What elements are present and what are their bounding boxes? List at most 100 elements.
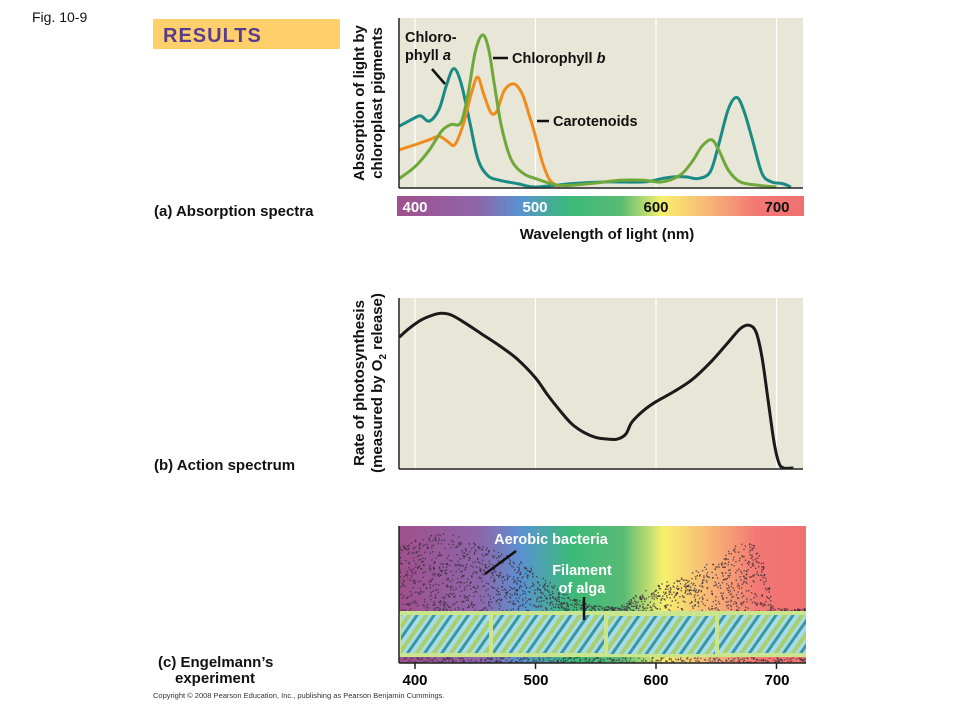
bacterium-dot — [726, 660, 728, 662]
bacterium-dot — [653, 595, 655, 598]
bacterium-dot — [528, 661, 530, 663]
bacterium-dot — [536, 576, 538, 578]
bacterium-dot — [498, 608, 501, 610]
bacterium-dot — [407, 604, 409, 606]
bacterium-dot — [772, 605, 774, 608]
bacterium-dot — [468, 559, 470, 561]
bacterium-dot — [438, 554, 440, 556]
bacterium-dot — [575, 599, 578, 601]
bacterium-dot — [537, 597, 539, 599]
bacterium-dot — [738, 585, 740, 587]
bacterium-dot — [542, 658, 545, 660]
bacterium-dot — [439, 534, 441, 537]
bacterium-dot — [744, 577, 746, 580]
bacterium-dot — [408, 551, 410, 554]
bacterium-dot — [741, 583, 744, 585]
bacterium-dot — [691, 605, 694, 608]
bacterium-dot — [452, 544, 454, 546]
bacterium-dot — [616, 607, 618, 609]
bacterium-dot — [424, 598, 426, 601]
bacterium-dot — [676, 580, 679, 583]
bacterium-dot — [703, 576, 705, 579]
bacterium-dot — [493, 587, 496, 589]
bacterium-dot — [470, 565, 473, 567]
bacterium-dot — [725, 562, 727, 564]
bacterium-dot — [506, 555, 508, 557]
bacterium-dot — [431, 578, 433, 580]
bacterium-dot — [804, 609, 806, 611]
bacterium-dot — [657, 595, 659, 597]
bacterium-dot — [470, 581, 472, 584]
bacterium-dot — [407, 548, 409, 551]
bacterium-dot — [520, 562, 523, 564]
bacterium-dot — [496, 659, 498, 661]
bacterium-dot — [430, 659, 432, 661]
aerobic-bacteria-label: Aerobic bacteria — [494, 532, 609, 548]
bacterium-dot — [557, 604, 560, 606]
bacterium-dot — [756, 658, 758, 660]
bacterium-dot — [605, 609, 608, 611]
bacterium-dot — [801, 658, 803, 660]
bacterium-dot — [611, 660, 613, 662]
bacterium-dot — [460, 660, 462, 662]
bacterium-dot — [433, 568, 435, 570]
bacterium-dot — [572, 609, 575, 611]
bacterium-dot — [543, 659, 545, 661]
bacterium-dot — [512, 600, 515, 602]
bacterium-dot — [494, 579, 496, 581]
bacterium-dot — [684, 579, 686, 581]
bacterium-dot — [492, 575, 494, 577]
bacterium-dot — [733, 556, 735, 559]
bacterium-dot — [693, 587, 696, 590]
filament-label-line1: Filament — [552, 563, 612, 579]
bacterium-dot — [412, 601, 414, 603]
bacterium-dot — [691, 572, 694, 574]
bacterium-dot — [460, 576, 463, 578]
bacterium-dot — [623, 609, 626, 611]
bacterium-dot — [399, 546, 401, 549]
bacterium-dot — [734, 545, 737, 547]
bacterium-dot — [530, 598, 532, 600]
bacterium-dot — [544, 580, 547, 582]
bacterium-dot — [738, 551, 740, 553]
bacterium-dot — [406, 603, 408, 605]
bacterium-dot — [622, 608, 624, 611]
bacterium-dot — [774, 660, 777, 662]
bacterium-dot — [723, 566, 725, 568]
bacterium-dot — [506, 574, 508, 576]
bacterium-dot — [520, 581, 522, 583]
bacterium-dot — [552, 596, 554, 598]
bacterium-dot — [563, 607, 565, 609]
bacterium-dot — [725, 572, 727, 574]
bacterium-dot — [430, 598, 432, 601]
bacterium-dot — [653, 598, 655, 600]
bacterium-dot — [735, 594, 738, 596]
bacterium-dot — [418, 555, 420, 557]
bacterium-dot — [440, 601, 442, 603]
bacterium-dot — [492, 571, 495, 574]
bacterium-dot — [455, 565, 457, 567]
bacterium-dot — [452, 579, 454, 581]
bacterium-dot — [676, 659, 678, 661]
y-label-b-part1: (measured by O — [369, 359, 386, 473]
bacterium-dot — [419, 658, 422, 660]
bacterium-dot — [614, 608, 616, 610]
bacterium-dot — [697, 602, 700, 605]
bacterium-dot — [459, 565, 461, 567]
bacterium-dot — [621, 660, 624, 662]
bacterium-dot — [655, 594, 657, 596]
bacterium-dot — [714, 607, 716, 610]
bacterium-dot — [429, 580, 431, 582]
bacterium-dot — [668, 593, 671, 595]
bacterium-dot — [417, 591, 419, 594]
bacterium-dot — [468, 584, 471, 587]
bacterium-dot — [431, 545, 433, 547]
bacterium-dot — [537, 582, 539, 584]
bacterium-dot — [595, 657, 598, 659]
bacterium-dot — [474, 543, 476, 545]
bacterium-dot — [641, 600, 643, 603]
bacterium-dot — [750, 599, 752, 601]
bacterium-dot — [408, 562, 410, 564]
bacterium-dot — [494, 660, 496, 662]
bacterium-dot — [443, 547, 446, 549]
